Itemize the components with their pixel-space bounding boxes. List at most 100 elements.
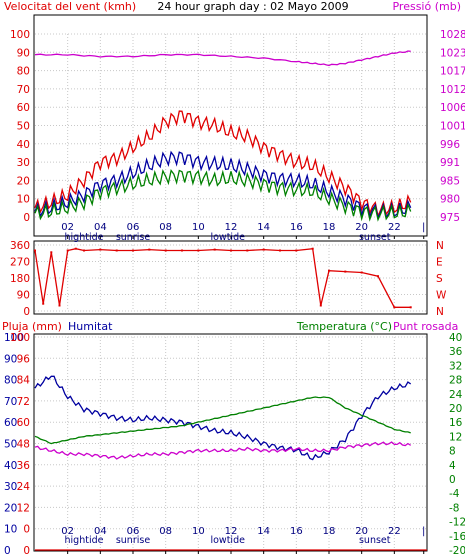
direction-point [319,304,322,307]
x-tick-label: 02 [61,222,74,233]
direction-point [42,302,45,305]
direction-panel-grid [35,244,427,312]
direction-point [83,249,85,252]
series-line [34,396,411,445]
x-tick-label: 06 [127,222,140,233]
series-line [34,110,412,219]
direction-point [99,248,102,251]
temperature-y-tick-label: 16 [449,417,463,429]
wind-panel-ticks: 0102030405060708090100975980985991996100… [10,29,465,243]
direction-y-tick-label: 270 [10,257,30,269]
x-tick-label: 12 [225,526,238,537]
x-tick-label: 10 [192,222,205,233]
climate-panel-ticks: 0102030405060708090100001224364860728496… [4,332,465,556]
x-tick-label: 22 [388,222,401,233]
wind-panel-series [34,50,412,222]
humidity-y-tick-label: 80 [4,375,17,387]
wind-y-tick-label: 30 [17,157,30,169]
x-tick-label: 14 [257,526,270,537]
wind-panel-grid [35,33,427,218]
pressure-y-tick-label: 1001 [440,121,465,133]
pressure-y-tick-label: 1012 [440,84,465,96]
rain-y-tick-label: 60 [17,417,30,429]
temperature-y-tick-label: 4 [449,460,456,472]
direction-point [213,248,216,251]
series-line [34,150,412,220]
series-line [34,375,412,461]
x-event-label: hightide [65,232,104,243]
x-event-label: lowtide [210,232,245,243]
direction-point [115,249,118,252]
humidity-y-tick-label: 100 [4,332,24,344]
direction-point [230,249,232,252]
temperature-y-tick-label: -12 [449,517,465,529]
humidity-y-tick-label: 50 [4,439,17,451]
x-tick-label: 04 [94,526,107,537]
x-tick-label: | [422,222,425,233]
dew-point-axis-title: Punt rosada [393,320,458,333]
humidity-y-tick-label: 40 [4,460,17,472]
pressure-y-tick-label: 1017 [440,66,465,78]
wind-y-tick-label: 60 [17,102,30,114]
rain-y-tick-label: 72 [17,396,30,408]
x-tick-label: 22 [388,526,401,537]
temperature-y-tick-label: -16 [449,531,465,543]
humidity-y-tick-label: 90 [4,353,17,365]
compass-tick-label: N [436,306,444,318]
rain-y-tick-label: 36 [17,460,31,472]
direction-point [311,247,314,250]
direction-point [132,249,134,252]
temperature-y-tick-label: 32 [449,360,462,372]
temperature-y-tick-label: 24 [449,389,463,401]
x-tick-label: 14 [257,222,270,233]
direction-point [34,249,36,252]
direction-point [377,275,379,278]
x-tick-label: 18 [323,526,336,537]
wind-y-tick-label: 20 [17,175,30,187]
direction-y-tick-label: 0 [23,306,30,318]
climate-panel-grid [35,336,427,551]
direction-point [164,249,167,252]
x-tick-label: 20 [355,222,368,233]
pressure-y-tick-label: 991 [440,157,460,169]
rain-y-tick-label: 96 [17,353,31,365]
compass-tick-label: S [436,273,443,285]
direction-y-tick-label: 180 [10,273,30,285]
temperature-y-tick-label: -4 [449,488,460,500]
direction-point [393,306,396,309]
wind-y-tick-label: 80 [17,66,30,78]
x-event-label: sunset [359,232,391,243]
series-line [34,441,412,460]
temperature-y-tick-label: 40 [449,332,462,344]
rain-y-tick-label: 0 [23,524,30,536]
direction-point [58,304,61,307]
x-tick-label: 12 [225,222,238,233]
direction-point [50,251,53,254]
direction-point [279,249,281,252]
temperature-y-tick-label: 0 [449,474,456,486]
humidity-y-tick-label: 60 [4,417,17,429]
rain-y-tick-label: 84 [17,375,31,387]
direction-point [295,249,298,252]
x-tick-label: 16 [290,526,303,537]
x-tick-label: 04 [94,222,107,233]
humidity-y-tick-label: 30 [4,481,17,493]
x-event-label: hightide [65,535,104,546]
humidity-y-tick-label: 10 [4,524,17,536]
climate-panel-series [34,375,427,551]
temperature-axis-title: Temperatura (°C) [296,320,392,333]
series-line [34,247,411,308]
x-tick-label: 08 [159,526,172,537]
series-line [34,168,412,222]
wind-speed-axis-title: Velocitat del vent (kmh) [4,0,136,13]
x-event-label: sunrise [116,232,150,243]
direction-point [262,248,265,251]
temperature-y-tick-label: -8 [449,502,459,514]
x-event-label: lowtide [210,535,245,546]
x-event-label: sunrise [116,535,150,546]
humidity-axis-title: Humitat [68,320,113,333]
pressure-axis-title: Pressió (mb) [392,0,461,13]
rain-y-tick-label: 48 [17,439,30,451]
